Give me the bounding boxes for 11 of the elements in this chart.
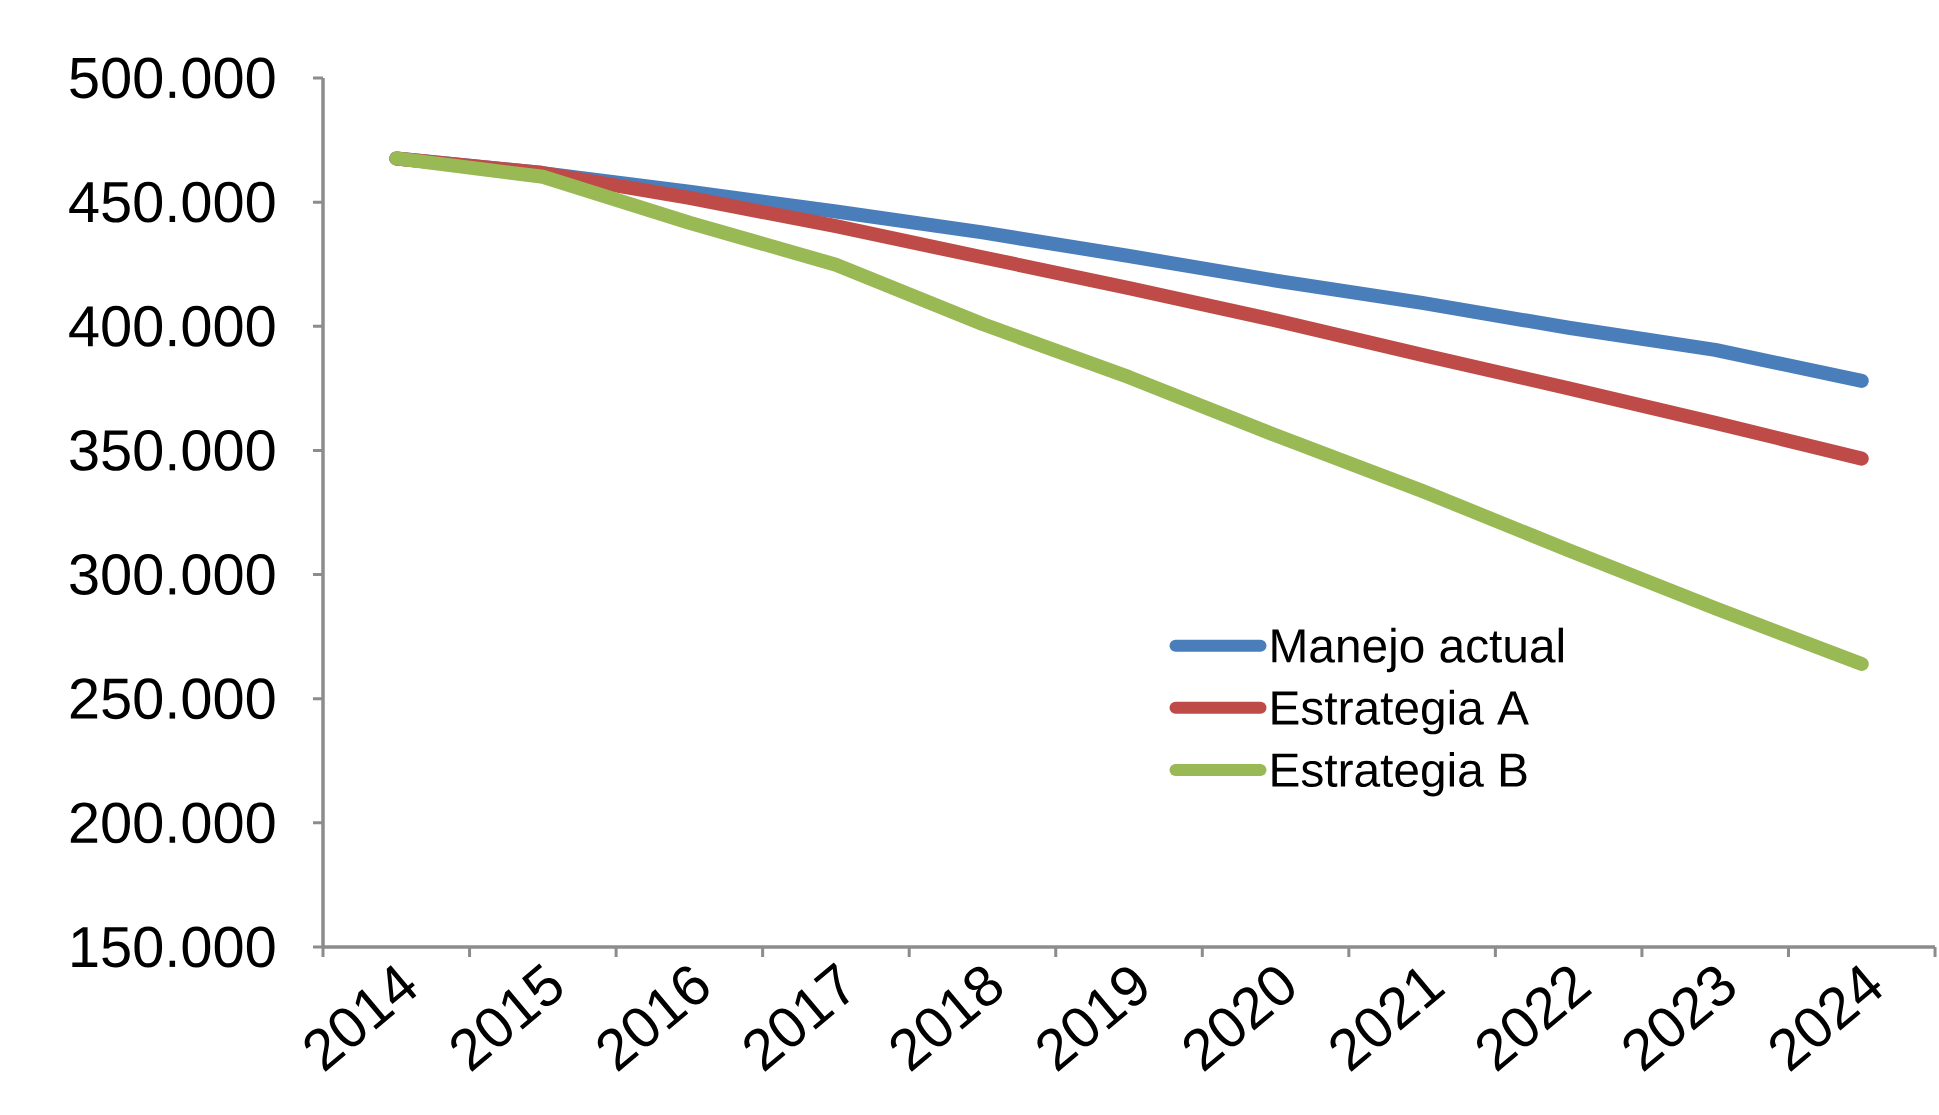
y-tick-label: 250.000 — [70, 678, 275, 720]
legend-label: Manejo actual — [1272, 627, 1563, 673]
legend-label: Estrategia B — [1272, 751, 1527, 797]
y-tick-label: 450.000 — [69, 181, 275, 223]
y-tick-label: 400.000 — [69, 305, 275, 347]
y-tick-label: 300.000 — [70, 554, 275, 596]
y-tick-label: 150.000 — [72, 926, 275, 968]
legend-label: Estrategia A — [1272, 689, 1529, 735]
y-tick-label: 350.000 — [70, 429, 275, 471]
y-tick-label: 500.000 — [70, 57, 275, 99]
y-tick-label: 200.000 — [70, 802, 275, 844]
